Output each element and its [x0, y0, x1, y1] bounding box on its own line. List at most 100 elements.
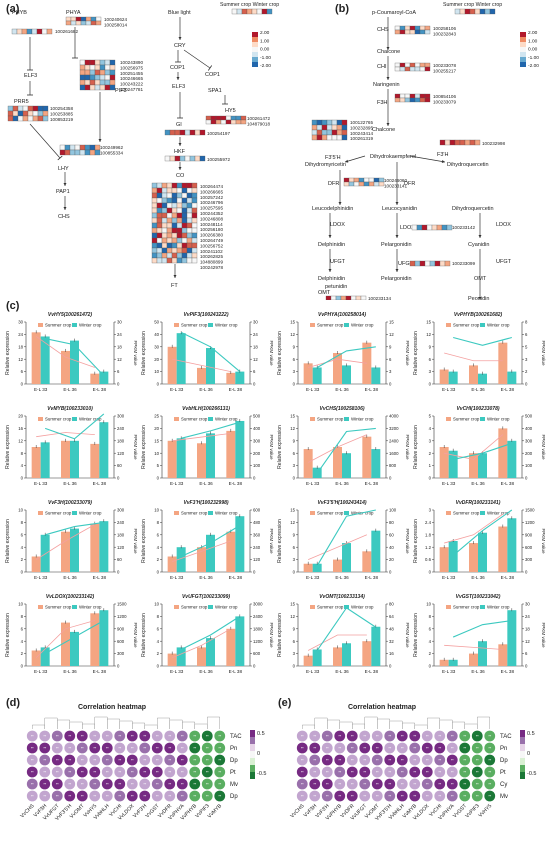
chart-title: VvUFGT(100233099): [182, 594, 230, 600]
heatmap-cell: [246, 8, 253, 15]
heatmap-cell: [449, 139, 456, 146]
correlation-cell: [359, 778, 371, 790]
correlation-cell: [114, 790, 126, 802]
significance-mark: **: [143, 747, 146, 751]
arrow-head: [386, 123, 390, 126]
y-tick-label: 0: [293, 570, 296, 575]
bar-winter: [235, 420, 245, 478]
significance-mark: **: [363, 759, 366, 763]
heatmap-cell: [22, 115, 29, 122]
correlation-cell: [371, 742, 383, 754]
significance-mark: **: [68, 783, 71, 787]
significance-mark: **: [168, 783, 171, 787]
bar-winter: [478, 641, 487, 666]
y-tick-label: 6: [21, 626, 24, 631]
y2-tick-label: 60: [389, 532, 394, 537]
significance-mark: **: [106, 771, 109, 775]
arrow-head: [395, 235, 399, 238]
significance-mark: **: [56, 759, 59, 763]
legend-label-summer: Summer crop: [181, 605, 208, 610]
significance-mark: **: [451, 759, 454, 763]
correlation-cell: [359, 790, 371, 802]
significance-mark: **: [388, 759, 391, 763]
heatmap-cell: [166, 222, 173, 229]
heatmap-cell: [59, 144, 66, 151]
y2-tick-label: 24: [253, 332, 258, 337]
significance-mark: **: [106, 795, 109, 799]
x-tick-label: E-L 36: [471, 387, 485, 392]
fpkm-line-winter: [452, 509, 513, 556]
legend-swatch-winter: [208, 323, 213, 327]
heatmap-cell: [95, 16, 102, 22]
pathway-diagrams: Summer crop Winter crop2.001.000.00-1.00…: [7, 2, 539, 300]
gene-id: 100248114: [200, 222, 223, 227]
y2-tick-label: 0: [253, 570, 256, 575]
legend-label-summer: Summer crop: [181, 323, 208, 328]
correlation-cell: [459, 766, 471, 778]
bar-winter: [235, 371, 245, 384]
x-tick-label: E-L 36: [199, 387, 213, 392]
bar-winter: [40, 442, 50, 478]
y-tick-label: 3: [293, 369, 296, 374]
dendrogram-branch: [477, 716, 490, 729]
correlation-cell: [334, 742, 346, 754]
fpkm-line-winter: [452, 619, 512, 638]
correlation-cell: [139, 754, 151, 766]
significance-mark: **: [181, 771, 184, 775]
y-tick-label: 0: [293, 382, 296, 387]
y2-tick-label: 1200: [117, 614, 127, 619]
heatmap-cell: [65, 16, 72, 22]
x-tick-label: E-L 38: [365, 669, 379, 674]
heatmap-cell: [394, 62, 401, 68]
legend-swatch-summer: [446, 605, 451, 609]
heatmap-cell: [176, 227, 183, 234]
node-dihydroquercetin: Dihydroquercetin: [447, 162, 489, 168]
significance-mark: **: [426, 783, 429, 787]
dendrogram-branch: [389, 720, 403, 729]
x-tick-label: E-L 33: [170, 387, 184, 392]
chart-legend: Summer crop Winter crop: [310, 605, 374, 610]
x-tick-label: E-L 36: [199, 481, 213, 486]
y2-tick-label: 120: [253, 557, 261, 562]
heatmap-cell: [189, 155, 196, 162]
significance-mark: **: [313, 795, 316, 799]
row-label: TAC: [500, 734, 512, 740]
correlation-cell: [359, 742, 371, 754]
y2-tick-label: 0: [389, 664, 392, 669]
heatmap-cell: [409, 29, 416, 35]
significance-mark: **: [156, 747, 159, 751]
y-tick-label: 2: [21, 557, 24, 562]
bar-summer: [61, 622, 70, 666]
heatmap-cell: [84, 84, 91, 91]
y2-tick-label: 900: [117, 626, 125, 631]
heatmap-cell: [373, 181, 380, 187]
bar-summer: [197, 367, 206, 384]
chart-legend: Summer crop Winter crop: [174, 417, 238, 422]
legend-swatch-summer: [310, 511, 315, 515]
dendrogram-branch: [169, 719, 183, 729]
significance-mark: **: [413, 771, 416, 775]
heatmap-cell: [156, 212, 163, 219]
x-tick-label: E-L 38: [229, 669, 243, 674]
significance-mark: **: [143, 783, 146, 787]
legend-label-summer: Summer crop: [45, 323, 72, 328]
heatmap-cell: [94, 84, 101, 91]
significance-mark: **: [313, 783, 316, 787]
expression-heatmap: [439, 139, 481, 146]
bar-winter: [507, 610, 517, 666]
legend-label-summer: Summer crop: [317, 511, 344, 516]
bar-summer: [226, 372, 236, 384]
dendrogram-branch: [44, 717, 58, 729]
heatmap-cell: [161, 187, 168, 194]
correlation-cell: [421, 730, 433, 742]
heatmap-cell: [176, 242, 183, 249]
heatmap-cell: [191, 207, 198, 214]
correlation-cell: [309, 778, 321, 790]
heatmap-cell: [94, 149, 101, 156]
heatmap-cell: [176, 217, 183, 224]
fpkm-line-summer: [308, 534, 367, 560]
legend-title-b: Summer crop Winter crop: [443, 2, 502, 8]
heatmap-cell: [186, 182, 193, 189]
heatmap-cell: [176, 222, 183, 229]
